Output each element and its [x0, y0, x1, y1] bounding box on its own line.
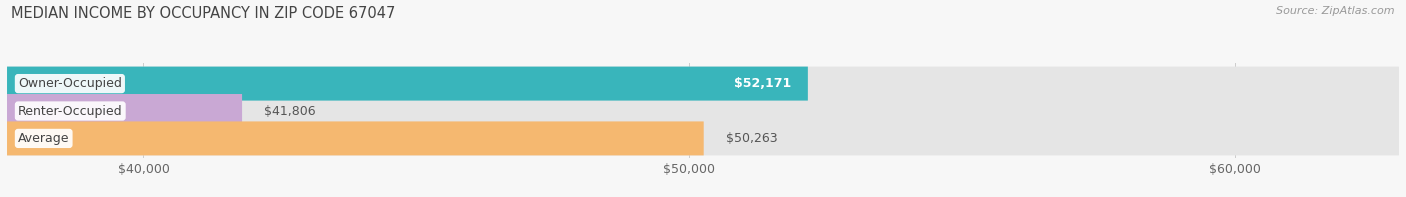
Text: Average: Average: [18, 132, 69, 145]
FancyBboxPatch shape: [7, 94, 1399, 128]
Text: Owner-Occupied: Owner-Occupied: [18, 77, 122, 90]
FancyBboxPatch shape: [7, 67, 1399, 101]
FancyBboxPatch shape: [7, 121, 1399, 155]
FancyBboxPatch shape: [7, 94, 242, 128]
Text: Renter-Occupied: Renter-Occupied: [18, 104, 122, 117]
Text: MEDIAN INCOME BY OCCUPANCY IN ZIP CODE 67047: MEDIAN INCOME BY OCCUPANCY IN ZIP CODE 6…: [11, 6, 395, 21]
Text: Source: ZipAtlas.com: Source: ZipAtlas.com: [1277, 6, 1395, 16]
Text: $41,806: $41,806: [264, 104, 315, 117]
FancyBboxPatch shape: [7, 121, 704, 155]
Text: $50,263: $50,263: [725, 132, 778, 145]
FancyBboxPatch shape: [7, 67, 808, 101]
Text: $52,171: $52,171: [734, 77, 792, 90]
